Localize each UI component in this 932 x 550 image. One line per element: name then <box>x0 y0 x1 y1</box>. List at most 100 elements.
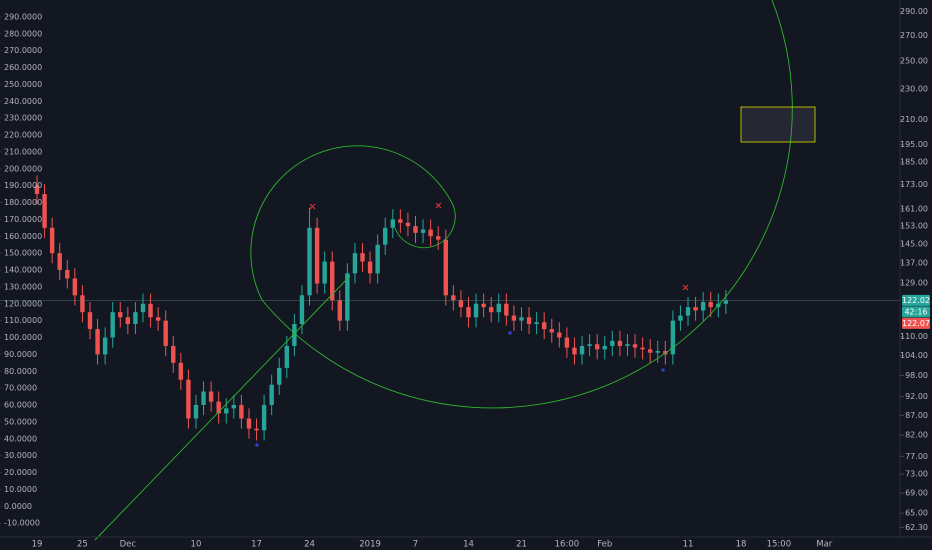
candle-body <box>557 332 562 338</box>
candle-body <box>708 302 713 308</box>
candle-body <box>413 226 418 233</box>
y-tick-label: -10.0000 <box>4 519 40 528</box>
sell-markers <box>309 202 689 291</box>
fib-spiral <box>250 0 793 409</box>
y2-tick-label: 82.00 <box>905 431 928 440</box>
candle-body <box>678 315 683 321</box>
candle-body <box>125 317 131 324</box>
x-tick-label: 24 <box>304 540 315 550</box>
y-tick-label: 190.0000 <box>4 181 42 190</box>
candle-body <box>481 303 486 308</box>
candle-body <box>299 295 305 324</box>
candle-body <box>398 219 403 223</box>
y-tick-label: 70.0000 <box>4 384 37 393</box>
candle-body <box>171 345 176 363</box>
y2-tick-label: 137.00 <box>900 258 928 267</box>
candle-body <box>140 303 146 313</box>
candle-body <box>337 300 342 321</box>
candle-body <box>367 261 373 274</box>
price-badge <box>902 317 930 329</box>
candle-body <box>307 227 312 296</box>
candle-body <box>458 300 464 308</box>
y-tick-label: 200.0000 <box>4 164 42 173</box>
y-tick-label: 250.0000 <box>4 80 42 89</box>
candle-body <box>519 317 524 321</box>
candle-body <box>65 270 70 279</box>
x-tick-label: 7 <box>413 540 418 550</box>
y-tick-label: 100.0000 <box>4 333 42 342</box>
price-badge-label: 42:16 <box>904 307 927 316</box>
y2-tick-label: 153.00 <box>900 221 928 230</box>
candle-body <box>80 295 85 313</box>
candle-body <box>436 236 441 240</box>
x-tick-label: Dec <box>120 540 137 550</box>
y-tick-label: 10.0000 <box>4 485 37 494</box>
y-tick-label: 40.0000 <box>4 434 37 443</box>
candle-body <box>383 227 388 245</box>
y-tick-label: 220.0000 <box>4 131 42 140</box>
y2-tick-label: 173.00 <box>900 180 928 189</box>
candle-body <box>352 253 358 274</box>
candle-body <box>564 337 570 348</box>
y-tick-label: 120.0000 <box>4 299 42 308</box>
price-badge-label: 122.07 <box>902 319 930 328</box>
candle-body <box>700 302 706 311</box>
candle-body <box>640 347 645 350</box>
candle-body <box>95 329 100 355</box>
y2-tick-label: 290.00 <box>900 7 928 16</box>
candle-body <box>610 340 615 346</box>
marker <box>435 202 442 209</box>
candle-body <box>330 261 335 301</box>
y2-tick-label: 98.00 <box>905 371 928 380</box>
y-tick-label: 60.0000 <box>4 401 37 410</box>
candle-body <box>261 405 267 431</box>
x-tick-label: 10 <box>191 540 202 550</box>
marker <box>508 331 512 335</box>
candle-body <box>466 307 471 318</box>
candle-body <box>670 320 676 355</box>
y-tick-label: 140.0000 <box>4 266 42 275</box>
candle-body <box>216 401 221 414</box>
y2-tick-label: 161.00 <box>900 204 928 213</box>
candle-body <box>360 253 365 262</box>
candle-body <box>617 340 623 346</box>
y2-tick-label: 104.00 <box>900 351 928 360</box>
candle-body <box>118 312 123 318</box>
y-tick-label: 0.0000 <box>4 502 32 511</box>
x-tick-label: Feb <box>597 540 612 550</box>
candle-body <box>428 229 433 237</box>
x-tick-label: 16:00 <box>555 540 580 550</box>
candle-body <box>133 312 138 324</box>
buy-markers <box>255 331 665 447</box>
candle-body <box>277 367 282 385</box>
y2-tick-label: 77.00 <box>905 452 928 461</box>
candle-body <box>723 300 729 304</box>
candle-body <box>57 253 62 270</box>
candle-body <box>594 344 600 350</box>
candle-body <box>390 219 395 228</box>
x-tick-label: 19 <box>32 540 43 550</box>
y-tick-label: 260.0000 <box>4 63 42 72</box>
candle-body <box>443 239 448 296</box>
x-tick-label: 25 <box>77 540 88 550</box>
price-badge <box>902 294 930 306</box>
candle-body <box>693 307 698 311</box>
x-tick-label: 2019 <box>359 540 381 550</box>
y-tick-label: 240.0000 <box>4 97 42 106</box>
y2-tick-label: 92.00 <box>905 392 928 401</box>
candle-body <box>541 322 547 330</box>
y-tick-label: 130.0000 <box>4 282 42 291</box>
y-tick-label: 180.0000 <box>4 198 42 207</box>
candle-body <box>208 391 214 402</box>
x-tick-label: 15:00 <box>767 540 792 550</box>
candle-body <box>148 303 153 318</box>
candle-body <box>572 347 577 355</box>
candle-body <box>685 307 691 316</box>
candle-body <box>632 344 638 348</box>
rectangle-drawing <box>740 106 816 143</box>
marker <box>661 368 665 372</box>
marker <box>255 443 259 447</box>
y2-tick-label: 87.00 <box>905 411 928 420</box>
candle-body <box>186 379 191 419</box>
candle-body <box>292 324 297 346</box>
